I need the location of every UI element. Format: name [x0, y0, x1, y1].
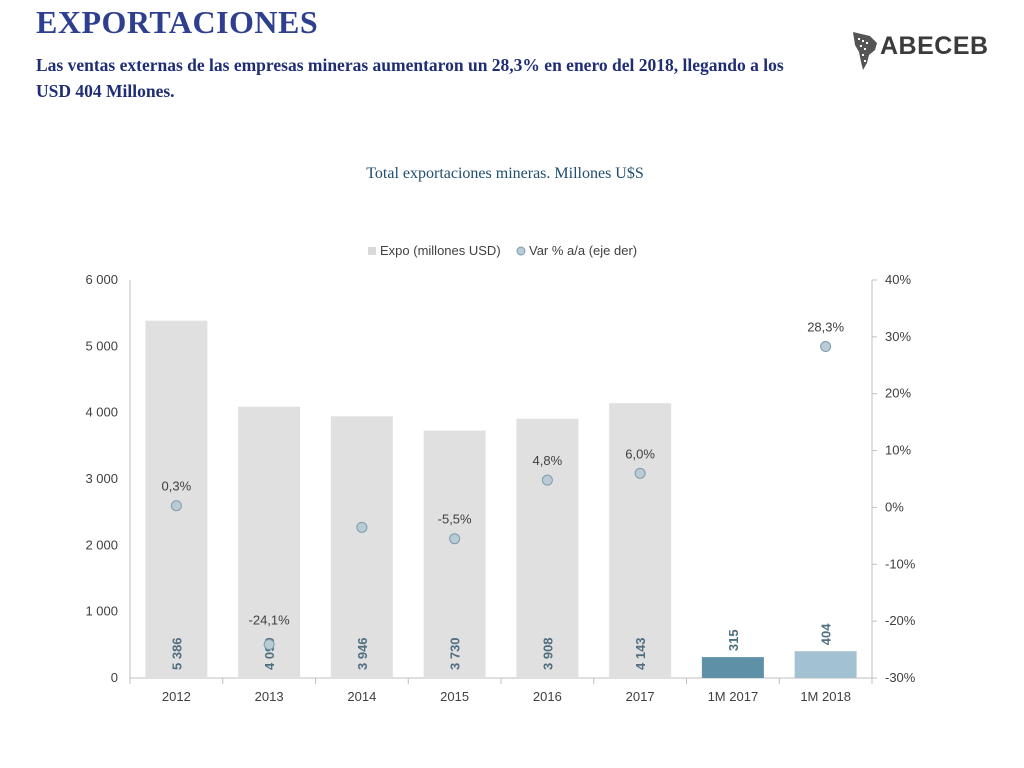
bar: [609, 403, 672, 678]
bar-data-label: 3 730: [448, 637, 463, 670]
page-title: EXPORTACIONES: [36, 4, 319, 40]
point-data-label: 6,0%: [625, 446, 655, 461]
x-tick-label: 1M 2017: [708, 689, 759, 704]
bar-data-label: 315: [726, 629, 741, 651]
x-tick-label: 2015: [440, 689, 469, 704]
var-point: [263, 638, 275, 650]
y-tick-label: 0: [111, 670, 118, 685]
abeceb-logo: ABECEB: [850, 30, 1000, 72]
bar-data-label: 3 946: [355, 637, 370, 670]
x-tick-label: 2017: [626, 689, 655, 704]
var-point: [634, 467, 646, 479]
y-tick-label: 4 000: [85, 405, 118, 420]
point-data-label: 0,3%: [162, 479, 192, 494]
point-data-label: -5,5%: [438, 512, 472, 527]
y2-tick-label: -10%: [885, 556, 916, 571]
var-point: [820, 341, 832, 353]
legend: Expo (millones USD) Var % a/a (eje der): [368, 243, 637, 258]
y-tick-label: 1 000: [85, 604, 118, 619]
bar-data-label: 5 386: [169, 637, 184, 670]
bar: [701, 657, 764, 678]
y-tick-label: 2 000: [85, 537, 118, 552]
y2-tick-label: 20%: [885, 386, 911, 401]
bar: [423, 430, 486, 678]
y2-tick-label: 10%: [885, 443, 911, 458]
legend-point-label: Var % a/a (eje der): [529, 243, 637, 258]
bar-data-label: 4 143: [633, 637, 648, 670]
chart-title: Total exportaciones mineras. Millones U$…: [366, 165, 644, 182]
bar: [145, 320, 208, 678]
legend-bar-swatch: [368, 247, 376, 255]
x-tick-label: 1M 2018: [800, 689, 851, 704]
bar: [330, 416, 393, 678]
page-subtitle: Las ventas externas de las empresas mine…: [36, 55, 784, 101]
y-tick-label: 6 000: [85, 272, 118, 287]
y-tick-label: 3 000: [85, 471, 118, 486]
logo-text: ABECEB: [880, 32, 989, 60]
points: 0,3% -24,1% -5,5% 4,8% 6,0% 28,3%: [162, 320, 844, 650]
y2-tick-label: 0%: [885, 499, 904, 514]
x-tick-label: 2014: [347, 689, 376, 704]
point-data-label: 28,3%: [807, 320, 844, 335]
bar: [794, 651, 857, 678]
bar-data-label: 404: [819, 623, 834, 645]
y2-tick-label: 30%: [885, 329, 911, 344]
y2-tick-label: 40%: [885, 272, 911, 287]
point-data-label: -24,1%: [249, 612, 291, 627]
var-point: [449, 533, 461, 545]
x-tick-label: 2012: [162, 689, 191, 704]
y2-tick-label: -30%: [885, 670, 916, 685]
south-america-map-icon: [853, 32, 877, 70]
bar-data-label: 3 908: [540, 637, 555, 670]
bar: [238, 406, 301, 678]
y-tick-label: 5 000: [85, 338, 118, 353]
axes: 0 1 000 2 000 3 000 4 000 5 000 6 000 -30% -20% -…: [85, 272, 915, 704]
bar: [516, 418, 579, 678]
x-tick-label: 2016: [533, 689, 562, 704]
bars: 5 386 4 090 3 946 3 730 3 908 4 143 315 404: [145, 320, 857, 678]
var-point: [356, 521, 368, 533]
var-point: [541, 474, 553, 486]
x-tick-label: 2013: [255, 689, 284, 704]
var-point: [170, 500, 182, 512]
point-data-label: 4,8%: [533, 453, 563, 468]
y2-tick-label: -20%: [885, 613, 916, 628]
legend-point-swatch: [516, 246, 526, 256]
legend-bar-label: Expo (millones USD): [380, 243, 501, 258]
